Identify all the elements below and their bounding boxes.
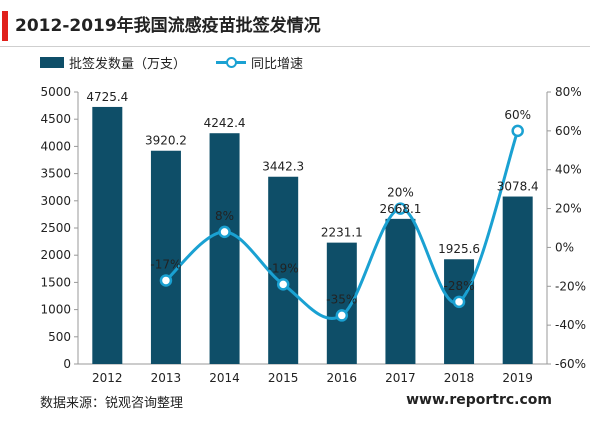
legend-line-label: 同比增速 bbox=[251, 56, 304, 72]
growth-value-label: -28% bbox=[444, 279, 475, 293]
left-tick-label: 2000 bbox=[40, 248, 71, 262]
left-tick-label: 1500 bbox=[40, 275, 71, 289]
bar bbox=[444, 259, 475, 364]
growth-value-label: 20% bbox=[387, 186, 414, 200]
growth-point bbox=[335, 309, 349, 322]
left-tick-label: 4500 bbox=[40, 112, 71, 126]
website-url: www.reportrc.com bbox=[406, 392, 552, 408]
x-tick-label: 2012 bbox=[92, 371, 123, 385]
bar-value-label: 2668.1 bbox=[379, 202, 421, 216]
bar-value-label: 1925.6 bbox=[438, 242, 480, 256]
bar bbox=[92, 106, 123, 365]
bar bbox=[502, 196, 533, 364]
x-tick-label: 2014 bbox=[209, 371, 240, 385]
bar bbox=[150, 150, 181, 364]
growth-point bbox=[159, 274, 173, 287]
growth-value-label: -19% bbox=[268, 261, 299, 275]
right-tick-label: 60% bbox=[555, 124, 582, 138]
left-tick-label: 4000 bbox=[40, 139, 71, 153]
left-tick-label: 1000 bbox=[40, 303, 71, 317]
growth-point bbox=[218, 225, 231, 239]
x-tick-label: 2019 bbox=[502, 371, 533, 385]
left-tick-label: 500 bbox=[48, 330, 71, 344]
x-tick-label: 2018 bbox=[444, 371, 475, 385]
bar-value-label: 3078.4 bbox=[497, 180, 539, 194]
x-tick-label: 2013 bbox=[151, 371, 182, 385]
bar bbox=[385, 218, 416, 364]
right-tick-label: 80% bbox=[555, 85, 582, 99]
right-tick-label: 20% bbox=[555, 202, 582, 216]
legend-bar-swatch bbox=[40, 56, 64, 68]
data-source: 数据来源：锐观咨询整理 bbox=[40, 396, 184, 411]
growth-value-label: 8% bbox=[215, 209, 234, 223]
growth-point bbox=[452, 295, 466, 309]
right-tick-label: -20% bbox=[555, 279, 586, 293]
growth-value-label: -17% bbox=[150, 257, 181, 271]
right-tick-label: -40% bbox=[555, 318, 586, 332]
growth-point bbox=[276, 278, 290, 291]
legend-line-swatch bbox=[216, 56, 247, 68]
chart-legend: 批签发数量（万支） 同比增速 bbox=[40, 51, 303, 73]
legend-bar-label: 批签发数量（万支） bbox=[69, 56, 187, 72]
left-tick-label: 3500 bbox=[40, 167, 71, 181]
title-accent-bar bbox=[2, 11, 8, 41]
bar-value-label: 4242.4 bbox=[204, 116, 246, 130]
right-tick-label: -60% bbox=[555, 357, 586, 371]
bar-value-label: 4725.4 bbox=[86, 90, 128, 104]
growth-value-label: -35% bbox=[326, 292, 357, 306]
bar-value-label: 3920.2 bbox=[145, 134, 187, 148]
title-divider bbox=[0, 46, 590, 47]
x-tick-label: 2015 bbox=[268, 371, 299, 385]
x-tick-label: 2017 bbox=[385, 371, 416, 385]
bar-value-label: 2231.1 bbox=[321, 226, 363, 240]
bar bbox=[268, 176, 299, 364]
bar bbox=[209, 133, 240, 364]
x-tick-label: 2016 bbox=[327, 371, 358, 385]
growth-point bbox=[511, 124, 524, 138]
left-tick-label: 0 bbox=[63, 357, 71, 371]
growth-point bbox=[394, 202, 407, 215]
growth-value-label: 60% bbox=[504, 108, 531, 122]
right-tick-label: 0% bbox=[555, 240, 574, 254]
left-tick-label: 5000 bbox=[40, 85, 71, 99]
left-tick-label: 2500 bbox=[40, 221, 71, 235]
right-tick-label: 40% bbox=[555, 163, 582, 177]
left-tick-label: 3000 bbox=[40, 194, 71, 208]
bar-value-label: 3442.3 bbox=[262, 160, 304, 174]
chart-title: 2012-2019年我国流感疫苗批签发情况 bbox=[15, 16, 321, 36]
